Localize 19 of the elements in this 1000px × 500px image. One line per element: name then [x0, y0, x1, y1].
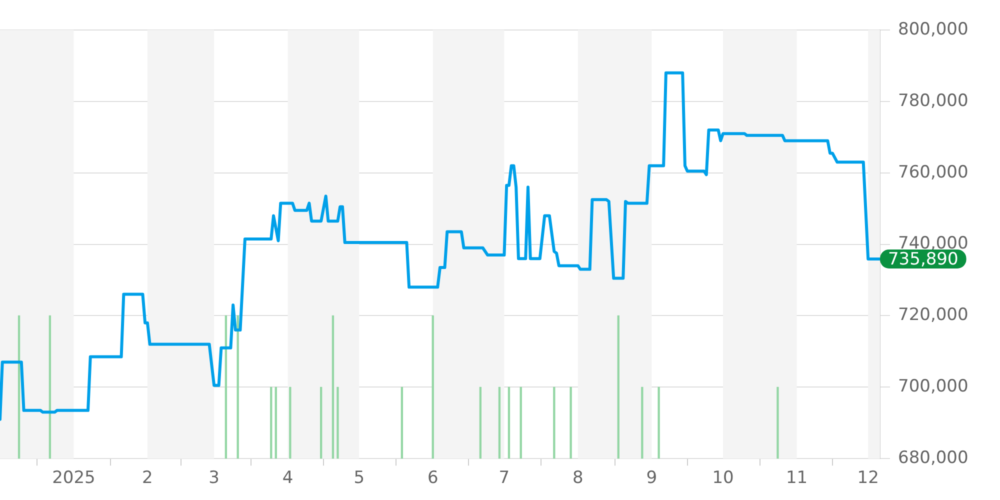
- y-tick-label: 760,000: [898, 162, 968, 182]
- x-tick-label: 10: [712, 468, 734, 488]
- x-tick-label: 2: [142, 468, 153, 488]
- x-tick-label: 5: [354, 468, 365, 488]
- y-tick-label: 800,000: [898, 19, 968, 40]
- annotation: 735,890: [888, 249, 958, 270]
- y-tick-label: 780,000: [898, 90, 968, 111]
- x-tick-label: 6: [427, 468, 438, 488]
- x-tick-label: 4: [282, 468, 294, 488]
- x-tick-label: 3: [208, 468, 220, 488]
- y-tick-label: 720,000: [898, 305, 968, 326]
- x-tick-label: 8: [572, 468, 584, 488]
- y-tick-label: 700,000: [898, 376, 968, 397]
- x-tick-label: 2025: [52, 468, 96, 488]
- x-tick-label: 7: [498, 468, 510, 488]
- x-tick-label: 9: [646, 468, 658, 488]
- y-tick-label: 680,000: [898, 448, 968, 468]
- x-tick-label: 12: [857, 468, 879, 488]
- x-tick-label: 11: [786, 468, 808, 488]
